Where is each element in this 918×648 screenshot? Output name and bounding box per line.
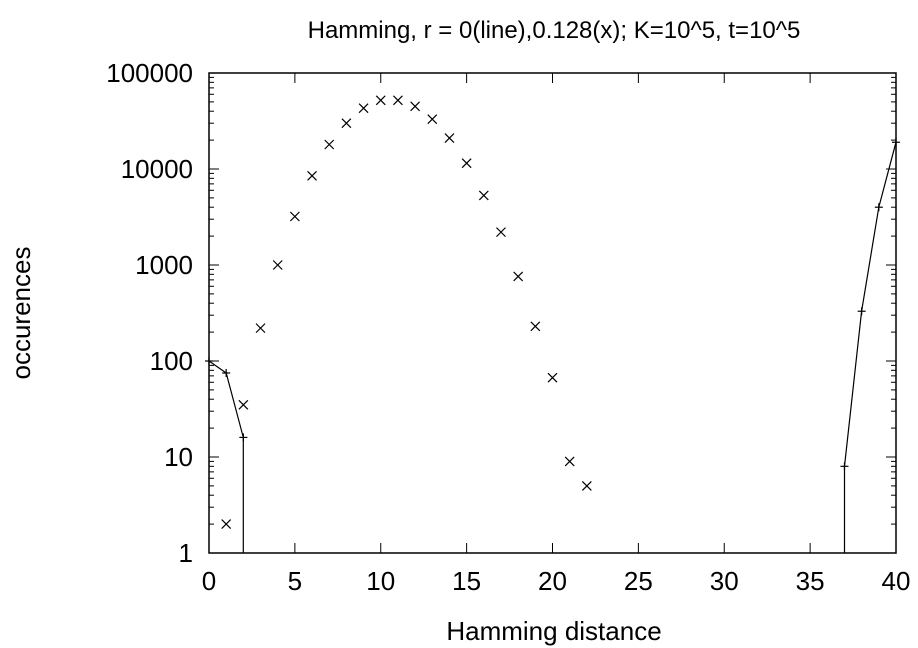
x-marker-stroke	[547, 372, 558, 383]
x-marker	[393, 95, 403, 106]
x-marker-stroke	[272, 260, 283, 270]
x-marker-stroke	[375, 95, 386, 106]
plus-marker	[874, 203, 883, 212]
x-marker-stroke	[530, 321, 541, 332]
x-marker	[375, 95, 386, 106]
x-marker	[272, 260, 283, 270]
x-marker-stroke	[307, 170, 317, 181]
y-tick-label: 10	[164, 442, 193, 472]
axis-ticks	[208, 72, 897, 554]
x-marker-stroke	[393, 95, 403, 106]
x-marker	[513, 271, 524, 282]
x-marker-stroke	[358, 103, 369, 114]
x-marker-stroke	[238, 399, 249, 410]
x-tick-label: 5	[288, 566, 302, 596]
x-marker	[427, 114, 438, 125]
x-marker	[255, 323, 266, 334]
plus-marker	[205, 357, 213, 365]
x-marker-stroke	[221, 519, 232, 530]
x-marker-stroke	[496, 227, 506, 238]
x-marker-stroke	[581, 480, 592, 491]
x-marker	[581, 480, 592, 491]
x-marker-stroke	[564, 456, 575, 467]
x-tick-label: 15	[452, 566, 481, 596]
y-axis-label: occurences	[6, 247, 36, 380]
x-marker	[478, 190, 489, 201]
x-tick-label: 40	[882, 566, 911, 596]
x-tick-label: 35	[796, 566, 825, 596]
x-marker-stroke	[513, 271, 524, 282]
y-tick-label: 1	[179, 538, 193, 568]
x-marker	[307, 170, 317, 181]
x-marker-stroke	[255, 323, 266, 334]
y-tick-label: 100	[150, 346, 193, 376]
point-series	[221, 95, 592, 530]
x-marker-stroke	[478, 190, 489, 201]
plot-frame	[208, 72, 897, 554]
x-tick-label: 20	[538, 566, 567, 596]
x-tick-label: 10	[366, 566, 395, 596]
x-marker-stroke	[410, 101, 421, 112]
x-marker	[324, 139, 335, 150]
plus-marker	[239, 433, 248, 442]
x-tick-label: 0	[202, 566, 216, 596]
x-marker-stroke	[427, 114, 438, 125]
x-marker	[496, 227, 506, 238]
x-marker	[461, 158, 472, 169]
line-series	[205, 138, 900, 553]
x-marker	[564, 456, 575, 467]
y-tick-label: 10000	[121, 154, 193, 184]
x-marker-stroke	[324, 139, 335, 150]
x-tick-label: 25	[624, 566, 653, 596]
x-tick-label: 30	[710, 566, 739, 596]
x-axis-label: Hamming distance	[446, 616, 661, 646]
plus-marker	[892, 138, 900, 147]
x-marker-stroke	[341, 118, 352, 129]
x-marker	[221, 519, 232, 530]
x-marker	[410, 101, 421, 112]
x-marker	[238, 399, 249, 410]
x-marker	[358, 103, 369, 114]
tick-labels: 0 5 10 15 20 25 30 35 40 1 10 100 1000 10000 100000	[106, 58, 910, 596]
series-line	[208, 360, 244, 553]
x-marker	[341, 118, 352, 129]
y-tick-label: 1000	[135, 250, 193, 280]
series-line	[843, 142, 897, 553]
x-marker-stroke	[289, 211, 300, 222]
x-marker	[530, 321, 541, 332]
x-marker	[289, 211, 300, 222]
plus-marker	[857, 307, 866, 316]
plus-marker	[840, 462, 849, 471]
x-marker	[444, 133, 455, 143]
plus-marker	[222, 368, 231, 377]
x-marker-stroke	[444, 133, 455, 143]
x-marker	[547, 372, 558, 383]
chart-title: Hamming, r = 0(line),0.128(x); K=10^5, t…	[308, 17, 801, 44]
y-tick-label: 100000	[106, 58, 193, 88]
x-marker-stroke	[461, 158, 472, 169]
